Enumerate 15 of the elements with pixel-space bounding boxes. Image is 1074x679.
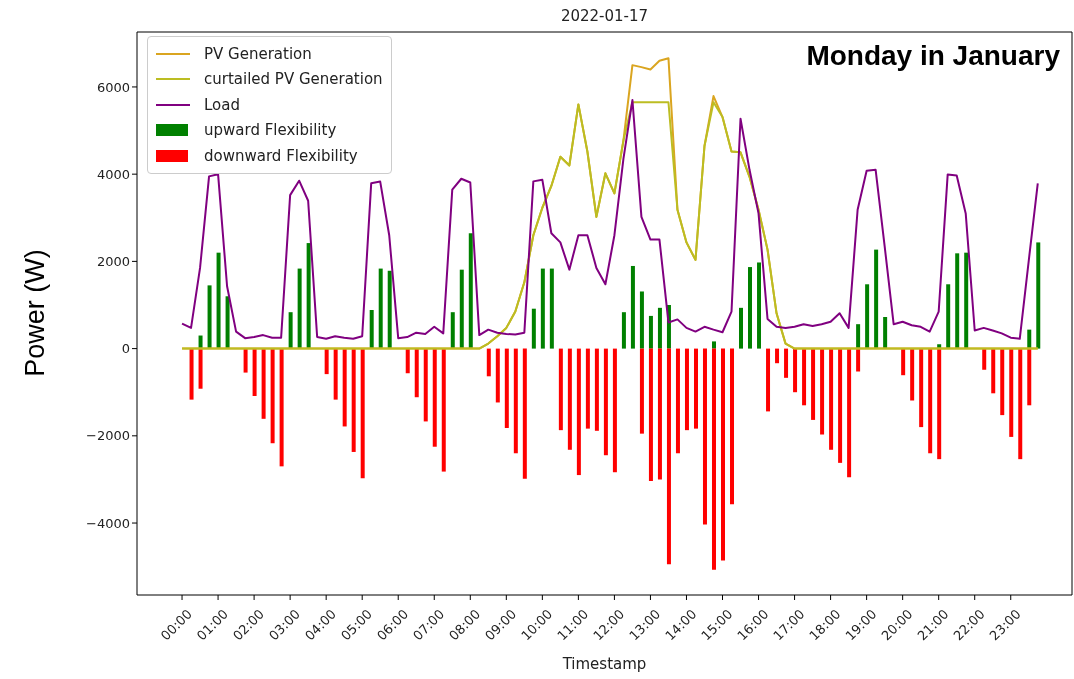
legend-label: upward Flexibility [204, 121, 337, 140]
x-axis-title: Timestamp [561, 655, 648, 673]
y-tick-label: 4000 [96, 166, 130, 182]
legend-label: curtailed PV Generation [204, 70, 383, 89]
chart-title: 2022-01-17 [559, 7, 650, 25]
y-axis-title: Power (W) [19, 249, 51, 377]
y-tick-label: −2000 [86, 428, 130, 444]
legend-label: Load [204, 95, 240, 114]
y-tick-label: 6000 [96, 79, 130, 95]
legend-label: PV Generation [204, 44, 312, 63]
legend-label: downward Flexibility [204, 146, 358, 165]
y-tick-label: 0 [121, 341, 130, 357]
annotation: Monday in January [806, 40, 1060, 72]
y-tick-label: 2000 [96, 254, 130, 269]
y-tick-label: −4000 [86, 515, 130, 531]
